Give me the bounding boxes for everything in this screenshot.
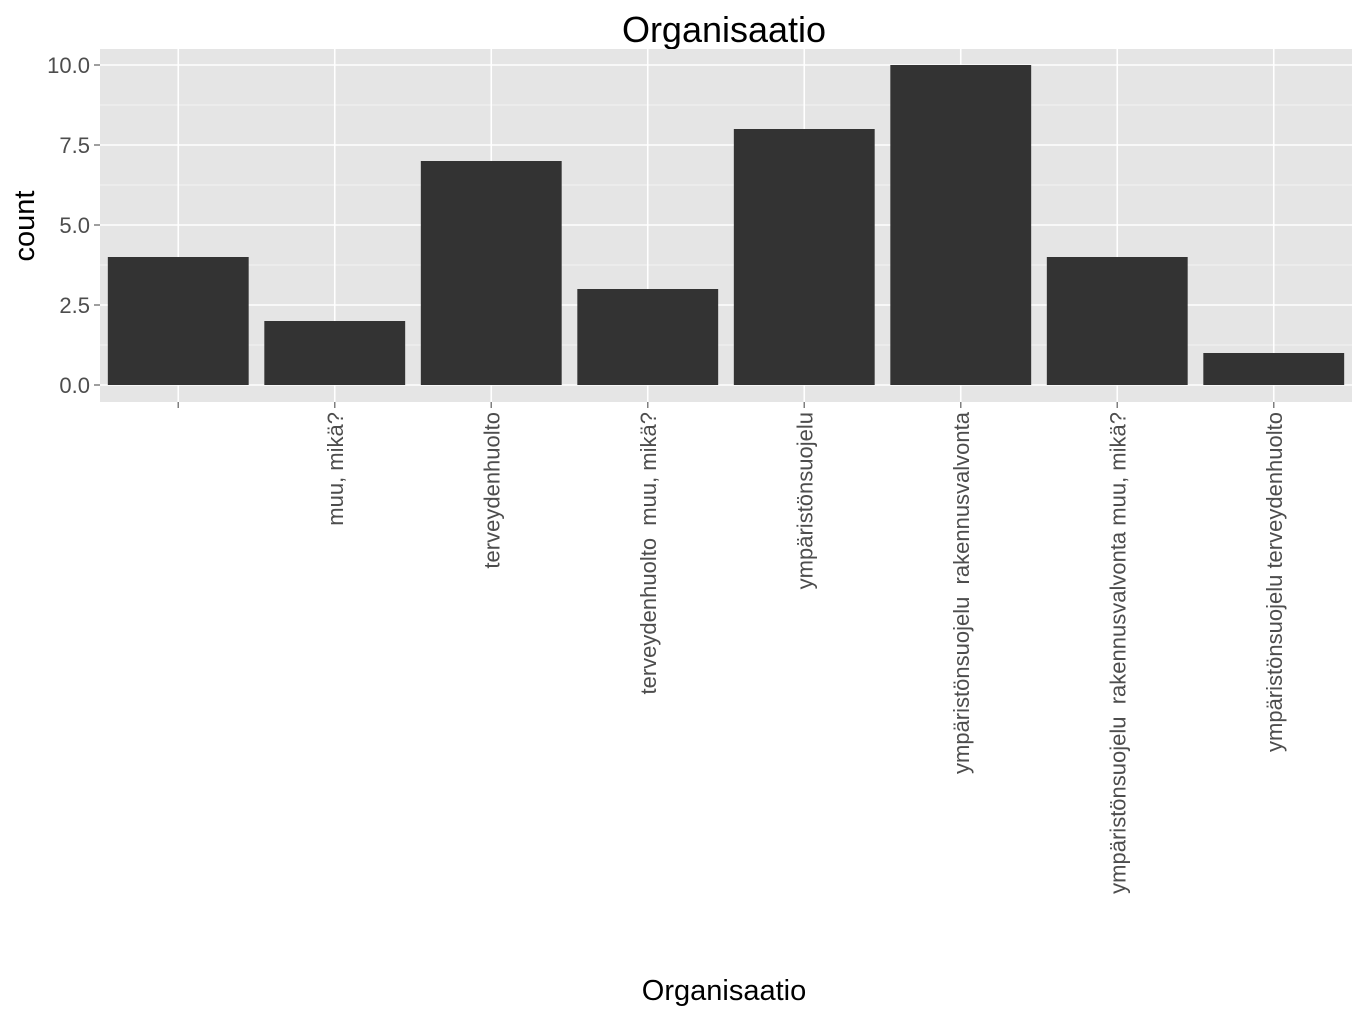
y-tick-label: 5.0 — [59, 213, 90, 238]
x-axis: muu, mikä? terveydenhuolto terveydenhuolto… — [177, 402, 1287, 894]
y-tick-label: 0.0 — [59, 373, 90, 398]
x-tick-label: ympäristönsuojelu — [792, 412, 817, 589]
y-axis: 0.0 2.5 5.0 7.5 10.0 — [47, 53, 100, 398]
bar — [1046, 257, 1188, 385]
x-tick-label: terveydenhuolto — [479, 412, 504, 569]
x-tick-label: ympäristönsuojelu rakennusvalvonta muu, … — [1105, 412, 1130, 894]
y-tick-label: 7.5 — [59, 133, 90, 158]
y-tick-label: 10.0 — [47, 53, 90, 78]
bar — [733, 129, 875, 385]
y-axis-title: count — [9, 191, 41, 262]
bar — [1203, 353, 1345, 385]
bars — [107, 65, 1345, 385]
x-tick-label: terveydenhuolto muu, mikä? — [636, 412, 661, 695]
bar — [420, 161, 562, 385]
x-tick-label: ympäristönsuojelu rakennusvalvonta — [949, 411, 974, 774]
bar — [577, 289, 719, 385]
bar — [264, 321, 406, 385]
x-tick-label: ympäristönsuojelu terveydenhuolto — [1262, 412, 1287, 752]
x-axis-title: Organisaatio — [642, 975, 806, 1006]
y-tick-label: 2.5 — [59, 293, 90, 318]
chart-title: Organisaatio — [622, 9, 826, 50]
bar — [890, 65, 1032, 385]
x-tick-label: muu, mikä? — [323, 412, 348, 526]
bar — [107, 257, 249, 385]
